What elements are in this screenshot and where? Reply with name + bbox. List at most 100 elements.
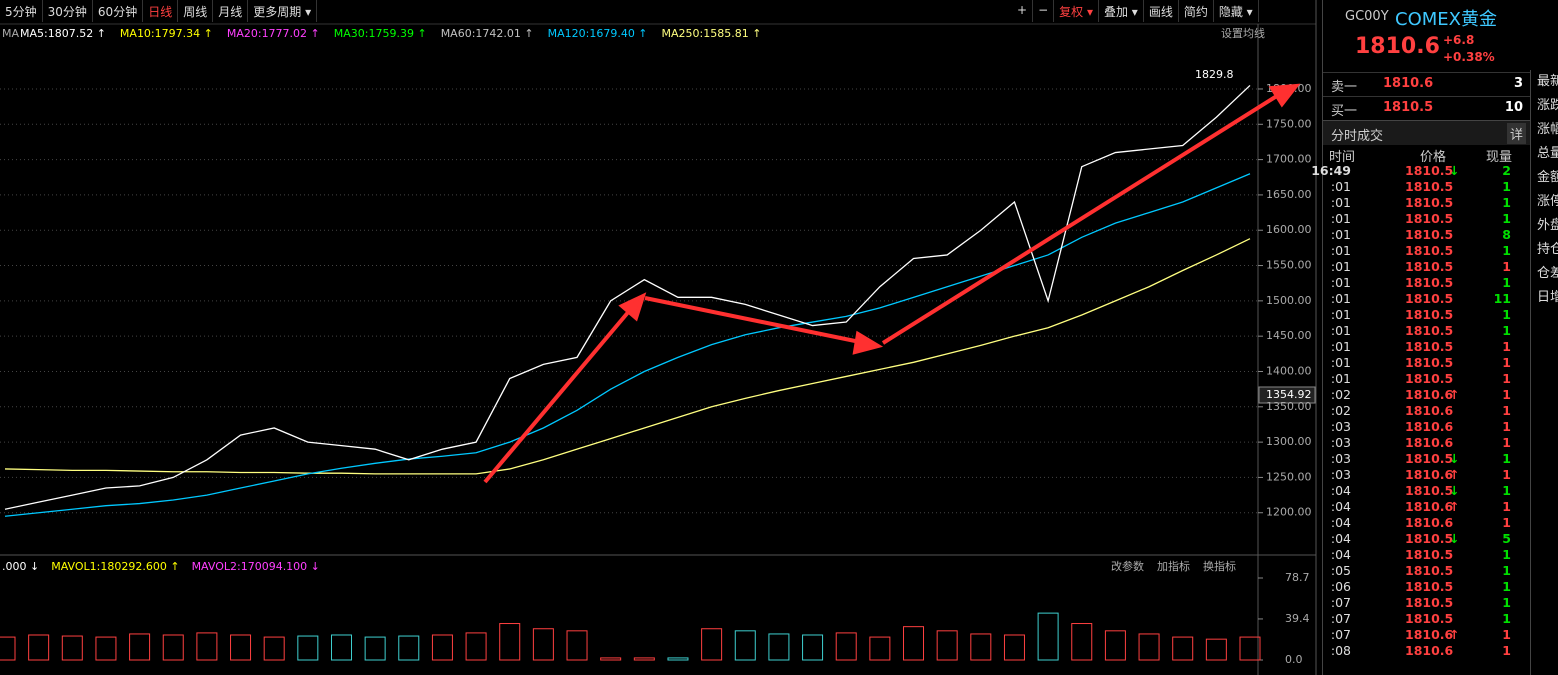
- trade-row: :01 1810.5 1: [1323, 243, 1523, 259]
- trade-time: :01: [1330, 211, 1351, 226]
- volume-bar: [903, 626, 925, 661]
- cursor-box: [1258, 386, 1316, 404]
- volume-bar: [129, 633, 151, 661]
- y-tick-label: 1650.00: [1266, 188, 1312, 201]
- volume-bar: [465, 632, 487, 661]
- stat-label: 仓差: [1537, 266, 1558, 281]
- book-label: 卖一: [1331, 80, 1358, 95]
- trade-time: :07: [1330, 627, 1351, 642]
- ma-legend: MA5:1807.52 ↑: [20, 27, 106, 40]
- trade-row: 16:49 1810.5 ↓ 2: [1311, 163, 1523, 179]
- trade-qty: 1: [1502, 483, 1511, 498]
- tool-button[interactable]: 画线: [1144, 0, 1179, 22]
- trade-time: :04: [1330, 531, 1351, 546]
- period-button[interactable]: 月线: [213, 0, 249, 22]
- trade-time: :04: [1330, 483, 1351, 498]
- period-button[interactable]: 60分钟: [93, 0, 144, 22]
- ma-label: MA: [2, 27, 19, 40]
- trade-time: :01: [1330, 227, 1351, 242]
- arrow-head: [618, 292, 647, 322]
- volume-bar: [869, 636, 891, 661]
- trade-qty: 8: [1502, 227, 1511, 242]
- trades-header: 分时成交 详: [1323, 120, 1531, 145]
- volume-bar: [701, 628, 723, 661]
- y-tick-label: 1500.00: [1266, 294, 1312, 307]
- period-button[interactable]: 30分钟: [43, 0, 93, 22]
- volume-bar: [431, 634, 453, 661]
- arrow-head: [852, 330, 884, 355]
- trade-price: 1810.5: [1405, 563, 1454, 578]
- trade-row: :04 1810.6 1: [1323, 515, 1523, 531]
- period-button[interactable]: 日线: [143, 0, 179, 22]
- trade-row: :01 1810.5 1: [1323, 339, 1523, 355]
- tool-button[interactable]: −: [1033, 0, 1055, 22]
- trade-row: :07 1810.5 1: [1323, 611, 1523, 627]
- tool-button[interactable]: 隐藏 ▾: [1214, 0, 1259, 22]
- trade-row: :01 1810.5 1: [1323, 195, 1523, 211]
- volume-legend: MAVOL1:180292.600 ↑: [51, 560, 179, 573]
- period-button[interactable]: 更多周期 ▾: [248, 0, 318, 22]
- trade-price: 1810.6: [1405, 435, 1454, 450]
- volume-bar: [230, 634, 252, 661]
- high-label: 1829.8: [1195, 68, 1234, 81]
- volume-bar: [364, 636, 386, 661]
- ma-legend: MA30:1759.39 ↑: [334, 27, 427, 40]
- trade-time: :03: [1330, 419, 1351, 434]
- trade-time: :01: [1330, 243, 1351, 258]
- volume-bar: [633, 657, 655, 661]
- trade-qty: 1: [1502, 467, 1511, 482]
- book-qty: 3: [1513, 76, 1523, 91]
- trade-price: 1810.5: [1405, 307, 1454, 322]
- name: COMEX黄金: [1395, 9, 1497, 30]
- period-button[interactable]: 周线: [178, 0, 214, 22]
- trade-qty: 1: [1502, 307, 1511, 322]
- ma-settings[interactable]: 设置均线: [1221, 26, 1265, 40]
- trade-row: :07 1810.6 ↑ 1: [1323, 627, 1523, 643]
- trade-price: 1810.6: [1405, 515, 1454, 530]
- trade-price: 1810.5: [1405, 451, 1454, 466]
- y-tick-label: 1450.00: [1266, 329, 1312, 342]
- trade-price: 1810.5: [1405, 611, 1454, 626]
- trade-time: :01: [1330, 323, 1351, 338]
- y-tick-label: 1700.00: [1266, 153, 1312, 166]
- y-tick-label: 1300.00: [1266, 435, 1312, 448]
- tool-button[interactable]: +: [1012, 0, 1034, 22]
- trade-qty: 1: [1502, 403, 1511, 418]
- column-header: 价格: [1420, 150, 1447, 165]
- y-tick-label: 1750.00: [1266, 117, 1312, 130]
- trade-qty: 1: [1502, 419, 1511, 434]
- trade-time: :01: [1330, 371, 1351, 386]
- period-button[interactable]: 5分钟: [0, 0, 43, 22]
- tool-button[interactable]: 叠加 ▾: [1099, 0, 1144, 22]
- trade-price: 1810.6: [1405, 419, 1454, 434]
- trade-qty: 1: [1502, 611, 1511, 626]
- tool-button[interactable]: 复权 ▾: [1054, 0, 1099, 22]
- trade-time: :01: [1330, 291, 1351, 306]
- trade-price: 1810.5: [1405, 275, 1454, 290]
- book-qty: 10: [1504, 100, 1523, 115]
- trade-price: 1810.5: [1405, 323, 1454, 338]
- detail-button[interactable]: 详: [1507, 123, 1527, 144]
- book-label: 买一: [1331, 104, 1358, 119]
- trade-row: :01 1810.5 1: [1323, 371, 1523, 387]
- stat-label: 日增: [1537, 290, 1558, 305]
- trade-time: :02: [1330, 403, 1351, 418]
- trade-price: 1810.5: [1405, 547, 1454, 562]
- tool-button[interactable]: 简约: [1179, 0, 1214, 22]
- ma-legend: MA10:1797.34 ↑: [120, 27, 213, 40]
- trade-price: 1810.5: [1405, 259, 1454, 274]
- trade-qty: 1: [1502, 579, 1511, 594]
- trade-arrow: ↓: [1449, 531, 1460, 546]
- trade-time: :05: [1330, 563, 1351, 578]
- volume-bar: [1071, 623, 1093, 661]
- trade-price: 1810.6: [1405, 403, 1454, 418]
- y-tick-label: 1550.00: [1266, 259, 1312, 272]
- trade-price: 1810.5: [1405, 371, 1454, 386]
- trade-price: 1810.6: [1405, 467, 1454, 482]
- volume-bar: [398, 635, 420, 661]
- y-tick-label: 78.7: [1285, 571, 1310, 584]
- trade-qty: 5: [1502, 531, 1511, 546]
- trade-row: :01 1810.5 1: [1323, 275, 1523, 291]
- change: +6.8: [1443, 33, 1475, 47]
- trade-qty: 1: [1502, 515, 1511, 530]
